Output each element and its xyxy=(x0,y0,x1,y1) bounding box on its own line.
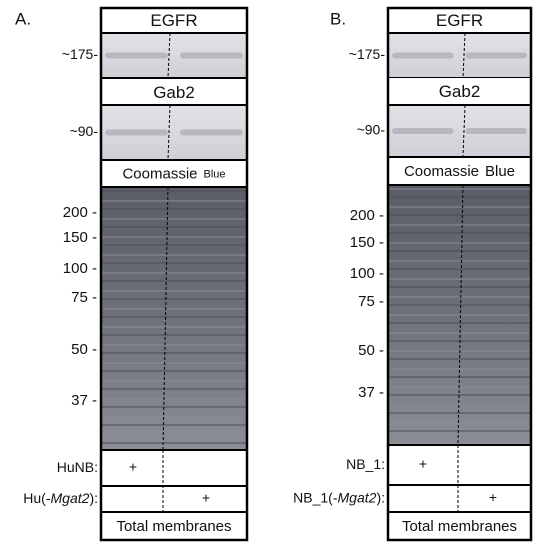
row-label-part: Hu(- xyxy=(23,490,51,506)
stain-main: Coomassie xyxy=(122,165,197,182)
panel-frame xyxy=(386,6,533,542)
row-mark: + xyxy=(202,490,210,506)
blot-band xyxy=(392,52,454,59)
lane-split xyxy=(462,104,466,158)
footer: Total membranes xyxy=(116,518,231,535)
lane-split xyxy=(167,32,171,79)
band-title-box xyxy=(388,78,531,105)
stain-second: Blue xyxy=(204,168,226,180)
row-label-part: ): xyxy=(89,490,98,506)
gel-marker: 100 - xyxy=(63,260,97,277)
footer: Total membranes xyxy=(402,518,517,535)
stain-label: Coomassie Blue xyxy=(122,165,225,182)
footer-box xyxy=(388,512,531,540)
row-label: HuNB: xyxy=(57,459,98,475)
gel-marker: 150 - xyxy=(350,234,384,251)
panel-label: B. xyxy=(330,9,346,28)
row-label-part: Mgat2 xyxy=(51,490,90,506)
gel-marker: 37 - xyxy=(358,384,384,401)
lane-split xyxy=(162,186,169,451)
row-label-part: NB_1: xyxy=(346,456,385,472)
gel-marker: 200 - xyxy=(63,204,97,221)
size-marker: ~90- xyxy=(357,122,386,138)
band-title-box xyxy=(388,8,531,33)
band-title: EGFR xyxy=(436,11,483,30)
blot-band xyxy=(105,129,168,136)
footer-box xyxy=(101,512,247,540)
gel-marker: 200 - xyxy=(350,207,384,224)
lane-split xyxy=(462,32,466,79)
stain-label: Coomassie Blue xyxy=(404,163,515,180)
gel-marker: 100 - xyxy=(350,265,384,282)
blot-band xyxy=(180,52,243,59)
band-title: EGFR xyxy=(150,11,197,30)
gel-marker: 37 - xyxy=(71,392,97,409)
row-label-part: HuNB: xyxy=(57,459,98,475)
size-marker: ~90- xyxy=(70,123,99,139)
blot-band xyxy=(465,52,527,59)
stain-second: Blue xyxy=(485,163,515,180)
gel-marker: 75 - xyxy=(358,293,384,310)
panel-frame xyxy=(99,6,249,542)
gel-marker: 150 - xyxy=(63,229,97,246)
gel-marker: 75 - xyxy=(71,289,97,306)
row-label-part: NB_1(- xyxy=(293,489,338,505)
row-label-part: ): xyxy=(376,489,385,505)
stain-main: Coomassie xyxy=(404,163,479,180)
row-label: NB_1: xyxy=(346,456,385,472)
row-label-part: Mgat2 xyxy=(338,489,377,505)
lane-split xyxy=(167,104,171,161)
size-marker: ~175- xyxy=(349,46,386,62)
blot-band xyxy=(105,52,168,59)
lane-split xyxy=(457,184,464,446)
band-title: Gab2 xyxy=(153,83,195,102)
band-title: Gab2 xyxy=(439,82,481,101)
row-mark: + xyxy=(129,459,137,475)
row-label: NB_1(-Mgat2): xyxy=(293,489,385,505)
band-title-box xyxy=(101,80,247,105)
row-label: Hu(-Mgat2): xyxy=(23,490,98,506)
gel-marker: 50 - xyxy=(358,342,384,359)
panel-label: A. xyxy=(15,9,31,28)
size-marker: ~175- xyxy=(62,46,99,62)
band-title-box xyxy=(101,8,247,33)
row-mark: + xyxy=(419,456,427,472)
gel-marker: 50 - xyxy=(71,341,97,358)
blot-band xyxy=(465,128,527,134)
blot-band xyxy=(180,129,243,136)
blot-band xyxy=(392,128,454,134)
row-mark: + xyxy=(489,489,497,505)
